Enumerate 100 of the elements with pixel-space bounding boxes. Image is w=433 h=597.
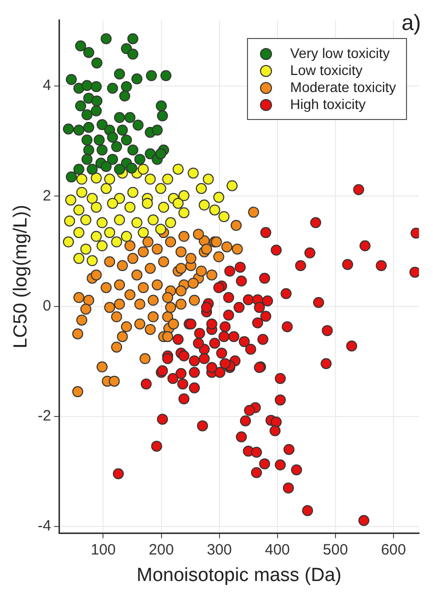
point [120,134,132,146]
point [111,141,122,152]
legend-label: High toxicity [290,96,366,113]
x-tick-label: 100 [90,541,116,558]
point [134,154,146,165]
point [82,80,92,92]
point [100,160,112,172]
point [75,40,86,52]
y-tick-label: 2 [42,187,52,204]
point [107,82,118,94]
y-tick-label: 4 [42,77,52,94]
point [178,190,190,202]
point [107,154,118,165]
point [111,236,122,248]
y-tick-label: -4 [38,518,52,535]
point [131,73,142,84]
point [65,194,76,206]
point [160,70,172,82]
point [64,215,76,226]
point [62,124,74,135]
point [114,164,125,175]
point [172,164,184,175]
point [127,144,138,156]
x-tick-label: 500 [322,541,348,558]
point [107,132,118,143]
point [94,134,105,146]
point [156,100,167,112]
y-tick-label: 0 [42,297,52,314]
point [156,110,168,122]
x-tick-label: 300 [206,541,232,558]
point [86,164,98,175]
point [144,148,156,160]
point [138,164,149,175]
point [96,119,108,130]
point [158,202,170,213]
point [96,144,108,156]
point [104,227,116,238]
point [202,174,214,185]
point [73,204,84,216]
point [144,174,156,185]
point [83,46,94,58]
point [90,230,102,242]
point [90,105,102,116]
point [209,204,220,216]
point [152,124,163,136]
point [73,124,84,136]
point [124,202,136,213]
point [116,124,128,136]
point [104,174,116,185]
point [82,109,92,120]
x-tick-label: 600 [380,541,406,558]
point [155,224,166,235]
point [80,244,92,255]
point [188,168,199,179]
y-tick-label: -2 [38,408,52,425]
point [142,198,153,209]
point [138,227,149,238]
point [172,198,184,209]
point [82,154,92,165]
point [62,236,74,248]
point [83,122,94,133]
point [80,214,92,226]
point [127,186,138,198]
point [114,214,125,226]
point [82,134,92,146]
point [76,186,88,198]
x-tick-label: 200 [148,541,174,558]
point [107,198,118,209]
legend-label: Low toxicity [290,62,363,79]
point [96,240,108,252]
point [86,255,98,266]
point [75,100,86,112]
point [218,211,230,222]
chart-title: a) [401,10,421,36]
point [162,174,174,185]
point [119,90,130,102]
point [120,230,132,242]
point [155,182,166,194]
point [196,182,207,194]
point [127,33,138,44]
x-axis-title: Monoisotopic mass (Da) [136,564,342,586]
point [73,164,84,175]
point [148,214,159,226]
point [226,180,238,192]
point [114,112,125,123]
point [90,202,102,213]
point [73,227,84,238]
point [90,172,102,184]
point [155,148,166,160]
point [146,70,157,82]
point [66,74,77,85]
point [66,171,77,182]
point [100,182,112,194]
point [73,252,84,264]
point [76,174,88,185]
point [213,192,224,203]
point [86,192,98,204]
point [91,57,102,68]
point [178,207,190,218]
x-tick-label: 400 [264,541,290,558]
